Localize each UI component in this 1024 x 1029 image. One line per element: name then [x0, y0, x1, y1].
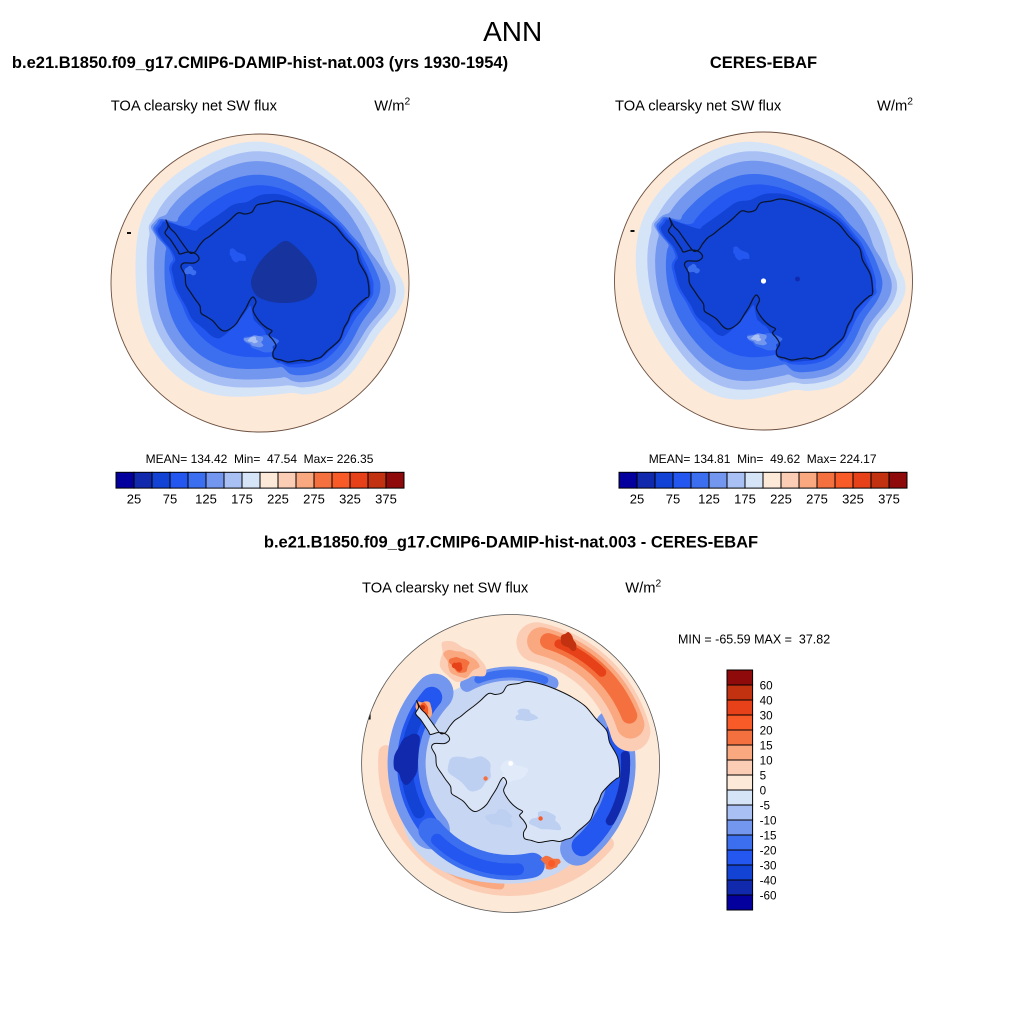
svg-text:20: 20 — [760, 724, 774, 737]
svg-text:MEAN= 134.81 Min= 49.62 Max: MEAN= 134.81 Min= 49.62 Max= 224.17 — [649, 452, 877, 466]
svg-text:125: 125 — [698, 491, 720, 506]
svg-text:-10: -10 — [760, 814, 777, 827]
svg-text:-60: -60 — [760, 889, 777, 902]
svg-text:ANN: ANN — [483, 16, 542, 47]
svg-text:MEAN= 134.42 Min= 47.54 Max: MEAN= 134.42 Min= 47.54 Max= 226.35 — [146, 452, 374, 466]
svg-text:b.e21.B1850.f09_g17.CMIP6-DAMI: b.e21.B1850.f09_g17.CMIP6-DAMIP-hist-nat… — [12, 54, 508, 72]
svg-text:W/m2: W/m2 — [877, 97, 913, 115]
svg-text:325: 325 — [339, 491, 361, 506]
svg-text:125: 125 — [195, 491, 217, 506]
svg-text:25: 25 — [127, 491, 141, 506]
svg-text:60: 60 — [760, 679, 774, 692]
svg-text:b.e21.B1850.f09_g17.CMIP6-DAMI: b.e21.B1850.f09_g17.CMIP6-DAMIP-hist-nat… — [264, 534, 758, 552]
svg-text:-5: -5 — [760, 799, 771, 812]
svg-text:275: 275 — [303, 491, 325, 506]
svg-text:175: 175 — [734, 491, 756, 506]
svg-text:-20: -20 — [760, 844, 777, 857]
svg-text:W/m2: W/m2 — [625, 579, 661, 597]
svg-text:225: 225 — [770, 491, 792, 506]
svg-text:175: 175 — [231, 491, 253, 506]
svg-text:325: 325 — [842, 491, 864, 506]
svg-text:-40: -40 — [760, 874, 777, 887]
svg-text:25: 25 — [630, 491, 644, 506]
svg-text:75: 75 — [666, 491, 680, 506]
svg-text:-30: -30 — [760, 859, 777, 872]
svg-text:-15: -15 — [760, 829, 777, 842]
svg-text:0: 0 — [760, 784, 767, 797]
svg-text:30: 30 — [760, 709, 774, 722]
svg-text:275: 275 — [806, 491, 828, 506]
svg-text:CERES-EBAF: CERES-EBAF — [710, 54, 817, 72]
svg-text:375: 375 — [375, 491, 397, 506]
svg-text:5: 5 — [760, 769, 767, 782]
svg-text:TOA clearsky net SW flux: TOA clearsky net SW flux — [615, 99, 782, 115]
svg-text:W/m2: W/m2 — [374, 97, 410, 115]
svg-text:10: 10 — [760, 754, 774, 767]
svg-text:225: 225 — [267, 491, 289, 506]
svg-text:MIN = -65.59 MAX = 37.82: MIN = -65.59 MAX = 37.82 — [678, 633, 830, 647]
svg-text:40: 40 — [760, 694, 774, 707]
svg-text:TOA clearsky net SW flux: TOA clearsky net SW flux — [111, 99, 278, 115]
svg-text:TOA clearsky net SW flux: TOA clearsky net SW flux — [362, 581, 529, 597]
svg-text:375: 375 — [878, 491, 900, 506]
svg-text:75: 75 — [163, 491, 177, 506]
svg-text:15: 15 — [760, 739, 774, 752]
